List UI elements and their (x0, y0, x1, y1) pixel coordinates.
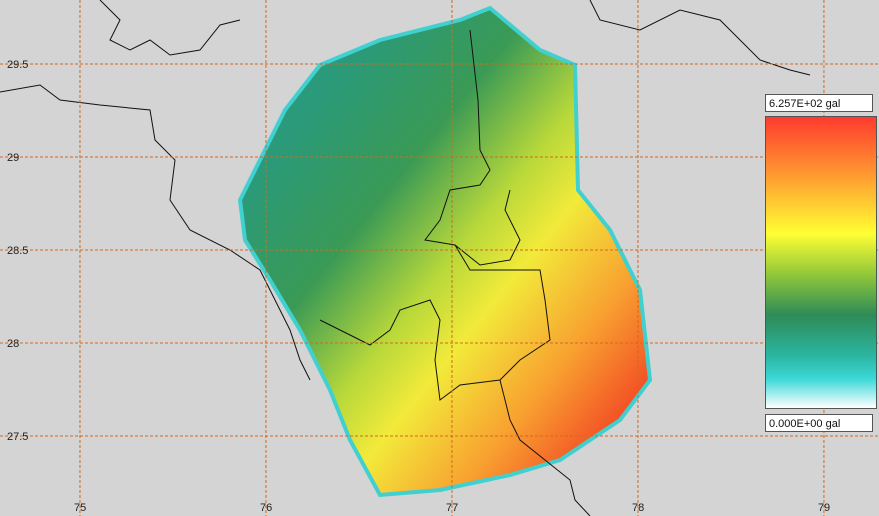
latitude-label: 29 (7, 152, 19, 164)
border (424, 29, 521, 266)
intensity-field (237, 5, 653, 498)
latitude-label: 28 (7, 338, 19, 350)
legend-color-bar (765, 116, 877, 409)
border (319, 244, 551, 401)
border (499, 379, 591, 516)
boundaries (0, 0, 811, 516)
longitude-label: 79 (818, 502, 830, 514)
longitude-label: 77 (446, 502, 458, 514)
border (589, 0, 811, 76)
legend-min: 0.000E+00 gal (765, 414, 873, 432)
longitude-label: 78 (632, 502, 644, 514)
legend-max: 6.257E+02 gal (765, 94, 873, 112)
latitude-label: 29.5 (7, 59, 28, 71)
border (99, 0, 241, 56)
border (0, 84, 311, 381)
latitude-label: 27.5 (7, 431, 28, 443)
longitude-label: 76 (260, 502, 272, 514)
latitude-label: 28.5 (7, 245, 28, 257)
longitude-label: 75 (74, 502, 86, 514)
